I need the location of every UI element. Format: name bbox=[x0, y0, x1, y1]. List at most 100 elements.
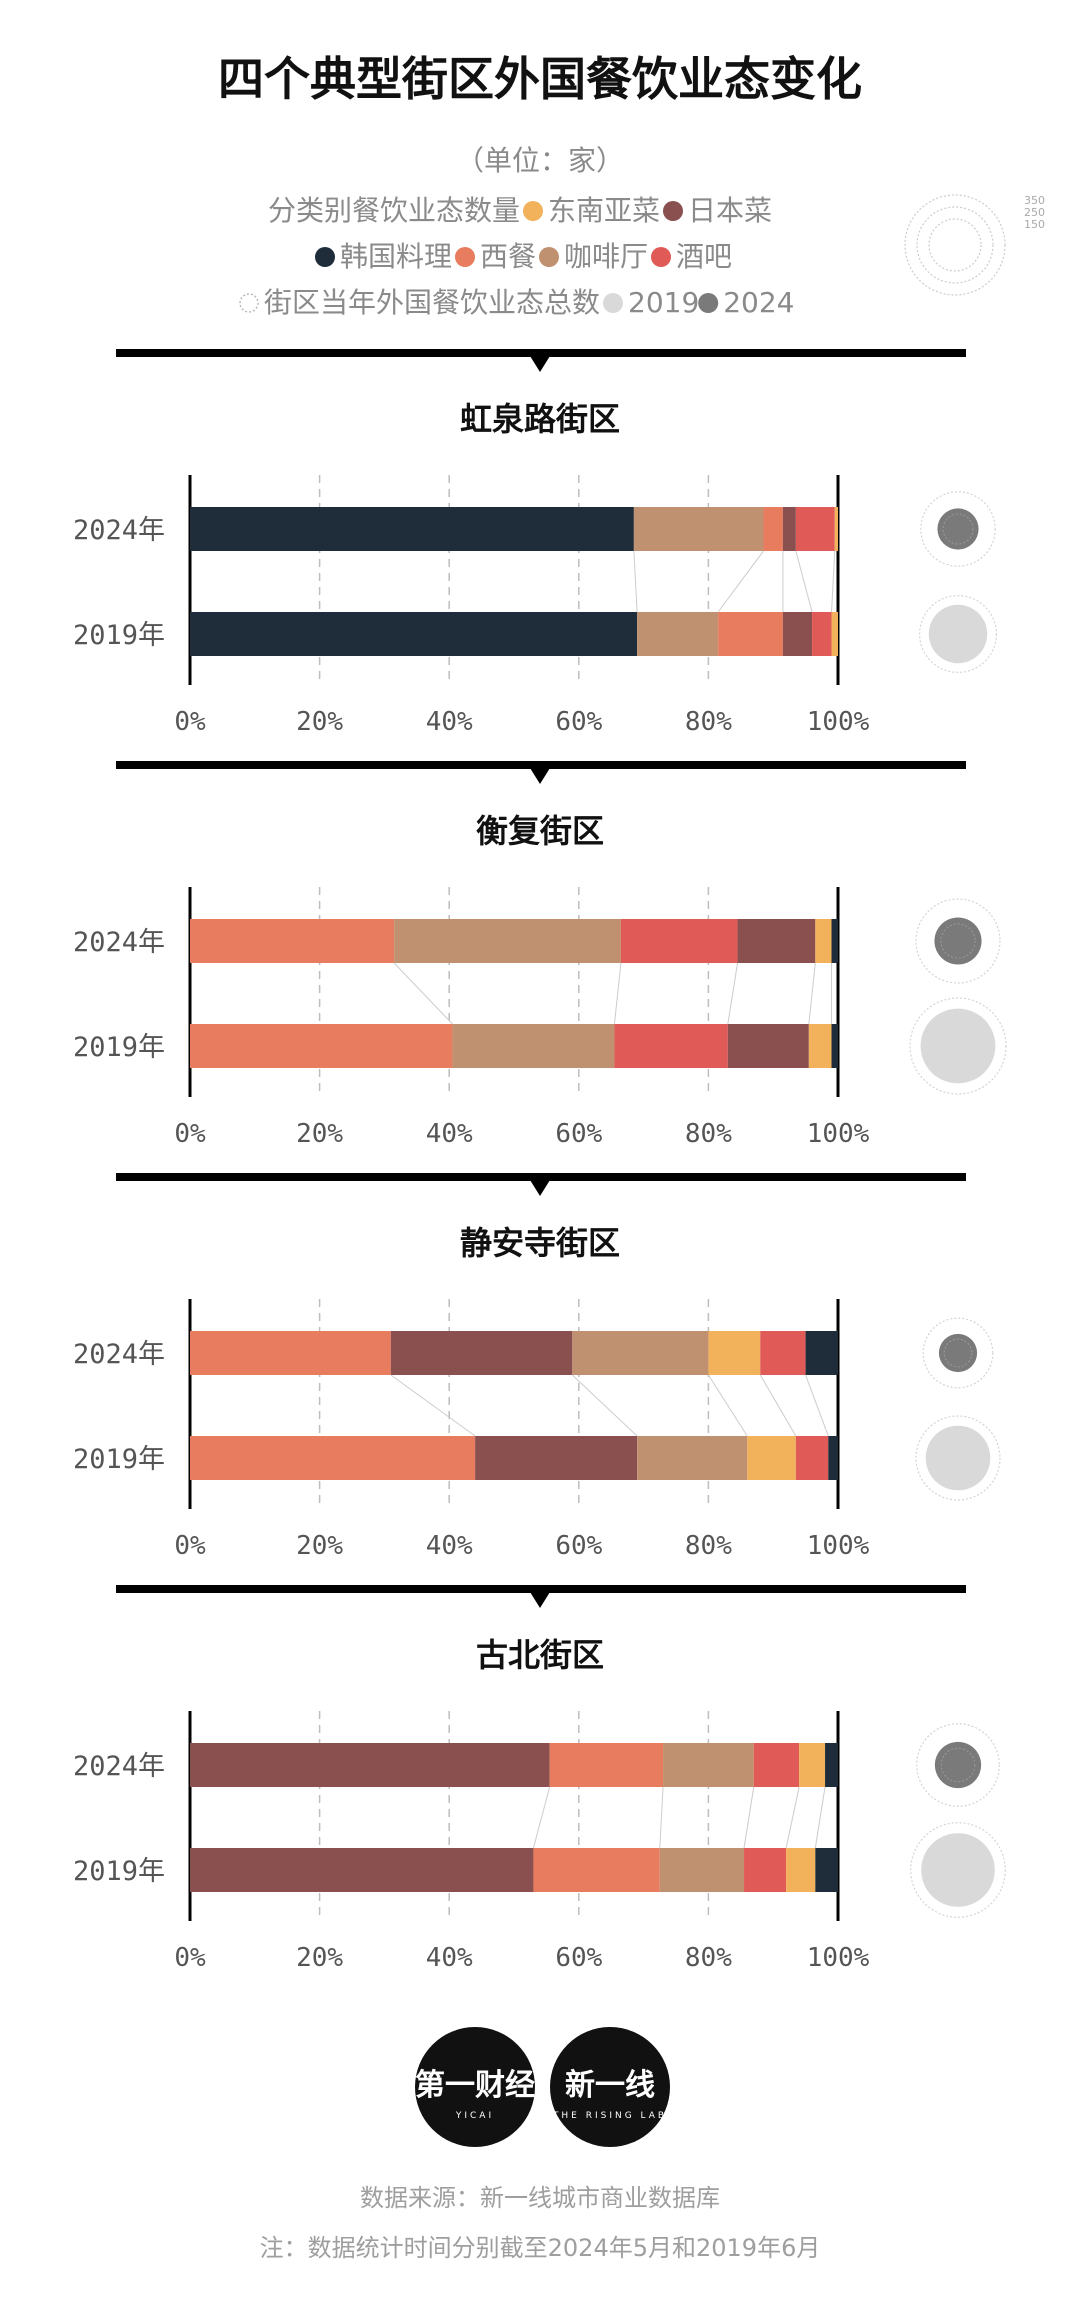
bar-segment bbox=[782, 507, 796, 551]
bar-segment bbox=[549, 1743, 664, 1787]
bar-segment bbox=[708, 1331, 761, 1375]
legend-label: 咖啡厅 bbox=[564, 240, 648, 273]
panel-divider-arrow bbox=[530, 1592, 550, 1608]
segment-connector bbox=[785, 1786, 800, 1849]
legend-dot bbox=[455, 247, 475, 267]
yicai-logo bbox=[415, 2027, 535, 2147]
bar-segment bbox=[390, 1331, 573, 1375]
legend-label: 西餐 bbox=[480, 240, 536, 273]
x-tick-label: 100% bbox=[807, 707, 870, 737]
bar-segment bbox=[831, 919, 838, 963]
legend-dot bbox=[539, 247, 559, 267]
bar-segment bbox=[828, 1436, 838, 1480]
panel-divider-arrow bbox=[530, 1180, 550, 1196]
x-tick-label: 0% bbox=[174, 1943, 206, 1973]
total-circle-outline bbox=[910, 1822, 1006, 1918]
total-circle-outline bbox=[916, 1723, 1000, 1807]
scale-ring bbox=[928, 218, 982, 272]
x-tick-label: 60% bbox=[555, 1943, 602, 1973]
total-circle bbox=[934, 917, 982, 965]
x-tick-label: 100% bbox=[807, 1943, 870, 1973]
category-label: 2019年 bbox=[73, 1444, 165, 1475]
bar-segment bbox=[747, 1436, 796, 1480]
bar-segment bbox=[799, 1743, 826, 1787]
category-label: 2024年 bbox=[73, 1339, 165, 1370]
bar-segment bbox=[533, 1848, 660, 1892]
logos: 第一财经 YICAI 新一线 THE RISING LAB bbox=[415, 2027, 670, 2147]
legend-dot bbox=[663, 201, 683, 221]
total-circle-inner-ring bbox=[942, 513, 974, 545]
logo-text: 新一线 bbox=[565, 2068, 655, 2103]
scale-tick-label: 350 bbox=[1024, 194, 1045, 207]
legend-label: 东南亚菜 bbox=[548, 194, 660, 227]
category-label: 2024年 bbox=[73, 515, 165, 546]
segment-connector bbox=[727, 962, 739, 1025]
panel-4: 古北街区 2024年 2019年 0% 20% 40% 60% 80% 100% bbox=[73, 1585, 1006, 1973]
total-circle-outline bbox=[915, 898, 1001, 984]
panel-divider bbox=[116, 349, 966, 357]
x-tick-label: 40% bbox=[426, 707, 473, 737]
x-tick-label: 100% bbox=[807, 1119, 870, 1149]
legend-label: 街区当年外国餐饮业态总数 bbox=[264, 286, 600, 319]
bar-segment bbox=[744, 1848, 787, 1892]
panel-title: 虹泉路街区 bbox=[460, 400, 620, 438]
panel-divider-arrow bbox=[530, 356, 550, 372]
bar-segment bbox=[718, 612, 783, 656]
bar-segment bbox=[831, 612, 838, 656]
total-circle bbox=[925, 1425, 991, 1491]
logo-subtext: THE RISING LAB bbox=[552, 2111, 667, 2121]
panel-3: 静安寺街区 2024年 2019年 0% 20% 40% 60% 80% 100% bbox=[73, 1173, 1001, 1561]
bar-segment bbox=[663, 1743, 754, 1787]
category-label: 2019年 bbox=[73, 1032, 165, 1063]
legend-label: 分类别餐饮业态数量 bbox=[268, 194, 520, 227]
x-tick-label: 20% bbox=[296, 1119, 343, 1149]
x-tick-label: 80% bbox=[685, 707, 732, 737]
bar-segment bbox=[190, 1848, 534, 1892]
panel-title: 衡复街区 bbox=[476, 812, 604, 850]
panel-divider bbox=[116, 1585, 966, 1593]
bar-segment bbox=[190, 1331, 391, 1375]
legend-dot bbox=[698, 293, 719, 313]
total-circle bbox=[934, 1741, 982, 1789]
bar-segment bbox=[834, 507, 838, 551]
segment-connector bbox=[659, 1786, 664, 1849]
total-circle-outline bbox=[909, 997, 1007, 1095]
legend-dot bbox=[523, 201, 543, 221]
x-tick-label: 80% bbox=[685, 1119, 732, 1149]
x-tick-label: 40% bbox=[426, 1943, 473, 1973]
rising-lab-logo bbox=[550, 2027, 670, 2147]
source-note: 数据来源：新一线城市商业数据库 bbox=[360, 2184, 720, 2212]
panel-divider-arrow bbox=[530, 768, 550, 784]
x-tick-label: 0% bbox=[174, 1531, 206, 1561]
legend-dot bbox=[603, 293, 623, 313]
bar-segment bbox=[190, 1024, 453, 1068]
scale-ring bbox=[916, 206, 994, 284]
total-circle-outline bbox=[918, 594, 997, 673]
scale-ring bbox=[904, 194, 1006, 296]
segment-connector bbox=[831, 550, 836, 613]
bar-segment bbox=[633, 507, 764, 551]
footnote: 注：数据统计时间分别截至2024年5月和2019年6月 bbox=[259, 2234, 821, 2262]
bar-segment bbox=[637, 612, 719, 656]
chart-title: 四个典型街区外国餐饮业态变化 bbox=[218, 52, 862, 106]
legend-dot-total bbox=[239, 293, 259, 313]
segment-connector bbox=[613, 962, 622, 1025]
total-circle bbox=[928, 604, 988, 664]
segment-connector bbox=[707, 1374, 748, 1437]
segment-connector bbox=[805, 1374, 829, 1437]
scale-tick-label: 150 bbox=[1024, 218, 1045, 231]
bar-segment bbox=[727, 1024, 809, 1068]
legend-label: 2019 bbox=[628, 286, 699, 319]
bar-segment bbox=[753, 1743, 800, 1787]
bar-segment bbox=[782, 612, 813, 656]
segment-connector bbox=[795, 550, 813, 613]
x-tick-label: 0% bbox=[174, 1119, 206, 1149]
x-tick-label: 20% bbox=[296, 1531, 343, 1561]
legend-label: 酒吧 bbox=[676, 240, 732, 273]
panel-1: 虹泉路街区 2024年 2019年 0% 20% 40% 60% 80% 100% bbox=[73, 349, 997, 737]
x-tick-label: 80% bbox=[685, 1531, 732, 1561]
bar-segment bbox=[190, 1743, 550, 1787]
